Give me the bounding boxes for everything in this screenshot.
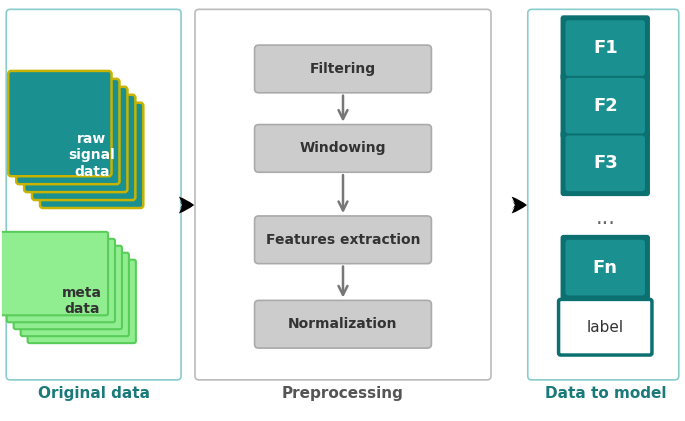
FancyBboxPatch shape (566, 78, 645, 133)
FancyBboxPatch shape (32, 95, 136, 200)
FancyBboxPatch shape (566, 136, 645, 191)
FancyBboxPatch shape (255, 125, 432, 172)
Text: F2: F2 (593, 97, 618, 115)
FancyBboxPatch shape (558, 299, 652, 355)
FancyBboxPatch shape (566, 20, 645, 76)
FancyBboxPatch shape (255, 301, 432, 348)
FancyBboxPatch shape (560, 15, 650, 81)
Text: raw
signal
data: raw signal data (68, 132, 115, 179)
FancyBboxPatch shape (0, 232, 108, 315)
Text: Data to model: Data to model (545, 386, 666, 401)
FancyBboxPatch shape (527, 9, 679, 380)
Text: label: label (586, 320, 624, 335)
FancyBboxPatch shape (16, 79, 119, 184)
FancyBboxPatch shape (566, 240, 645, 296)
Text: Original data: Original data (38, 386, 149, 401)
FancyBboxPatch shape (560, 235, 650, 301)
FancyBboxPatch shape (255, 216, 432, 264)
FancyBboxPatch shape (21, 253, 129, 336)
FancyBboxPatch shape (24, 87, 127, 192)
FancyBboxPatch shape (14, 246, 122, 329)
FancyBboxPatch shape (560, 131, 650, 196)
FancyBboxPatch shape (6, 9, 181, 380)
FancyBboxPatch shape (40, 103, 143, 208)
Text: Normalization: Normalization (288, 317, 398, 331)
FancyBboxPatch shape (560, 73, 650, 139)
FancyBboxPatch shape (195, 9, 491, 380)
Text: ...: ... (595, 208, 615, 228)
Text: meta
data: meta data (62, 286, 102, 317)
Text: F1: F1 (593, 39, 618, 57)
Text: Fn: Fn (593, 258, 618, 277)
Text: F3: F3 (593, 155, 618, 172)
Text: Preprocessing: Preprocessing (282, 386, 404, 401)
FancyBboxPatch shape (255, 45, 432, 93)
FancyBboxPatch shape (27, 260, 136, 343)
FancyBboxPatch shape (7, 239, 115, 322)
FancyBboxPatch shape (8, 71, 112, 176)
Text: Windowing: Windowing (300, 141, 386, 155)
Text: Filtering: Filtering (310, 62, 376, 76)
Text: Features extraction: Features extraction (266, 233, 420, 247)
